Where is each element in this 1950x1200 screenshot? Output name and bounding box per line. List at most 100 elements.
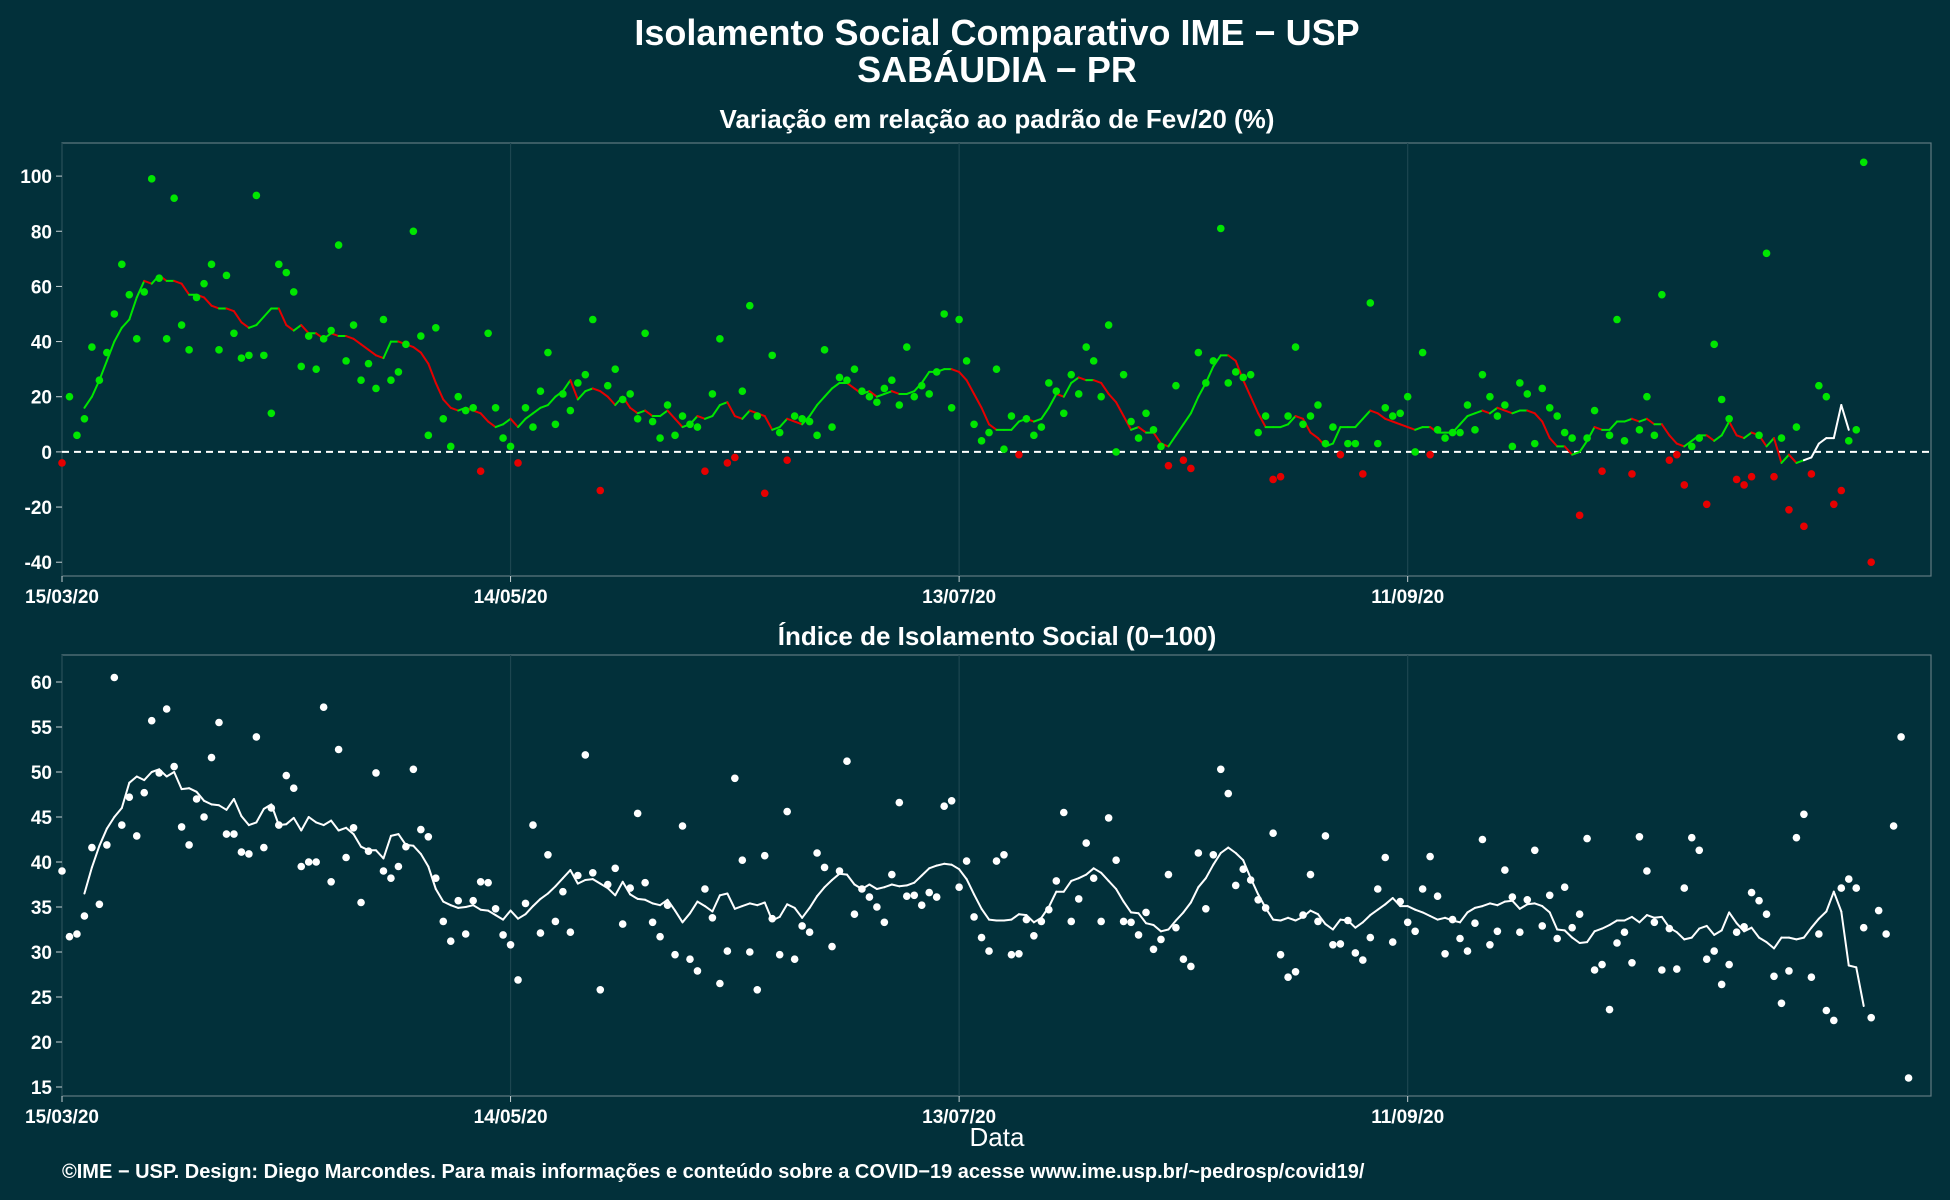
trend-segment — [135, 775, 146, 782]
data-point — [484, 878, 492, 887]
data-point — [1687, 442, 1696, 451]
trend-segment — [113, 807, 123, 818]
data-point — [1104, 814, 1113, 822]
trend-segment — [793, 906, 804, 919]
trend-segment — [1130, 911, 1140, 915]
data-point — [1523, 896, 1532, 904]
data-point — [1740, 481, 1748, 489]
data-point — [1889, 822, 1898, 830]
data-point — [1486, 941, 1494, 949]
data-point — [1702, 955, 1711, 963]
data-point — [1628, 470, 1636, 478]
data-point — [506, 442, 515, 451]
data-point — [1187, 464, 1195, 473]
y-tick-label: 50 — [31, 763, 52, 784]
data-point — [626, 390, 634, 398]
trend-segment — [1653, 915, 1663, 919]
trend-segment — [1638, 417, 1648, 423]
trend-segment — [973, 392, 983, 409]
trend-segment — [105, 340, 116, 362]
trend-segment — [801, 415, 811, 426]
trend-segment — [83, 395, 93, 409]
trend-segment — [868, 883, 878, 890]
trend-segment — [449, 406, 460, 412]
data-point — [925, 888, 934, 897]
trend-segment — [1369, 409, 1379, 415]
data-point — [245, 850, 253, 858]
data-point — [140, 288, 149, 296]
data-point — [902, 892, 911, 900]
trend-segment — [674, 417, 684, 429]
data-point — [1261, 412, 1270, 420]
data-point — [588, 315, 597, 324]
data-point — [1441, 434, 1449, 442]
data-point — [1179, 955, 1188, 963]
trend-segment — [718, 401, 729, 407]
trend-segment — [382, 834, 392, 860]
trend-segment — [292, 324, 303, 332]
trend-segment — [928, 864, 938, 870]
trend-segment — [322, 819, 333, 827]
data-point — [1598, 960, 1606, 969]
data-point — [1792, 833, 1801, 842]
data-point — [1246, 370, 1255, 379]
trend-segment — [763, 415, 774, 431]
data-point — [1717, 395, 1726, 404]
x-tick-label: 11/09/20 — [1371, 1107, 1444, 1128]
trend-segment — [1107, 879, 1118, 890]
data-point — [1643, 392, 1651, 401]
data-point — [1463, 947, 1472, 955]
trend-segment — [1728, 420, 1738, 437]
data-point — [88, 843, 96, 852]
trend-segment — [442, 900, 452, 907]
trend-segment — [1533, 902, 1544, 908]
trend-segment — [1189, 886, 1200, 904]
trend-segment — [173, 279, 183, 285]
trend-segment — [1459, 415, 1469, 426]
trend-segment — [1533, 412, 1544, 423]
trend-segment — [980, 406, 991, 426]
data-point — [349, 824, 358, 832]
trend-segment — [561, 869, 572, 880]
data-point — [633, 414, 642, 423]
data-point — [1082, 839, 1091, 847]
trend-segment — [786, 417, 796, 423]
data-point — [1844, 437, 1853, 445]
trend-segment — [688, 900, 699, 915]
data-point — [1022, 915, 1031, 924]
y-tick-label: 60 — [31, 673, 52, 694]
trend-segment — [845, 873, 856, 886]
data-point — [446, 937, 455, 945]
data-point — [1329, 941, 1337, 949]
data-point — [88, 343, 96, 351]
variation-panel: -40 -20 0 20 40 60 80 100 15/03/20 14/05/20 13/07… — [20, 142, 1932, 608]
data-point — [723, 947, 732, 955]
trend-segment — [816, 886, 826, 898]
data-point — [357, 898, 365, 907]
trend-segment — [412, 844, 422, 855]
data-point — [417, 825, 425, 834]
data-point — [760, 851, 769, 860]
trend-segment — [703, 415, 714, 420]
data-point — [1792, 423, 1801, 431]
trend-segment — [1047, 392, 1058, 409]
data-point — [1142, 908, 1150, 917]
data-point — [1448, 915, 1457, 924]
trend-segment — [778, 903, 789, 918]
data-point — [574, 871, 582, 880]
data-point — [1134, 931, 1143, 939]
trend-segment — [90, 844, 101, 869]
data-point — [1807, 470, 1816, 478]
y-tick-label: -20 — [25, 498, 52, 519]
data-point — [95, 900, 104, 909]
trend-segment — [1174, 911, 1185, 922]
trend-segment — [1496, 900, 1506, 907]
trend-segment — [1608, 919, 1619, 926]
trend-segment — [1062, 879, 1073, 893]
trend-segment — [1705, 434, 1716, 442]
trend-segment — [1369, 908, 1379, 917]
data-point — [1874, 906, 1883, 915]
data-point — [783, 456, 791, 464]
data-point — [1388, 412, 1397, 420]
data-point — [559, 390, 567, 398]
